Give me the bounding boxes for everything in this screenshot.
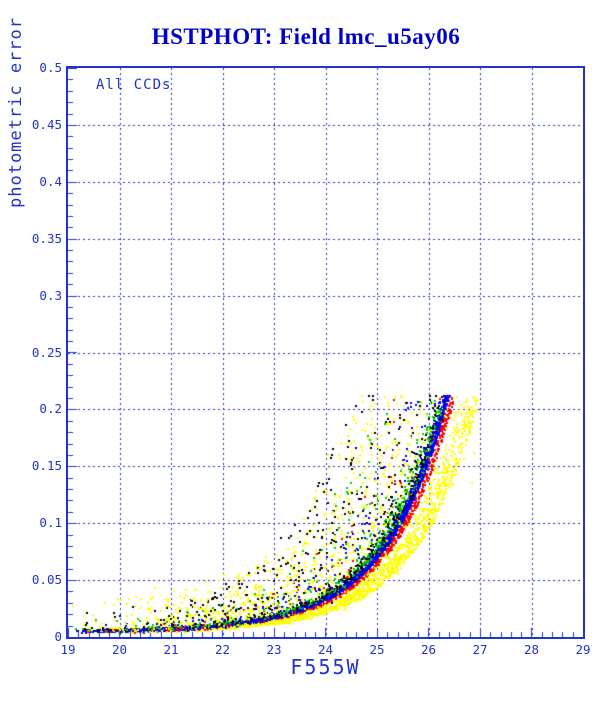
x-tick-label-26: 26 [420,642,437,657]
y-tick-label-0.15: 0.15 [31,458,62,474]
y-tick-label-0: 0 [54,629,62,644]
x-axis-title: F555W [290,655,361,679]
x-tick-label-25: 25 [369,642,385,657]
x-tick-label-22: 22 [214,642,231,657]
x-tick-label-23: 23 [266,642,282,657]
x-tick-label-21: 21 [163,642,179,657]
x-tick-label-24: 24 [317,642,334,657]
y-tick-label-0.1: 0.1 [39,515,62,531]
y-tick-label-0.35: 0.35 [31,230,62,246]
x-tick-label-19: 19 [60,642,76,657]
y-tick-label-0.05: 0.05 [31,572,62,588]
annotation-all-ccds: All CCDs [96,77,172,93]
x-tick-label-27: 27 [472,642,488,657]
x-tick-label-29: 29 [575,642,591,657]
y-tick-label-0.3: 0.3 [39,287,62,303]
plot-frame: All CCDs [66,66,585,639]
y-tick-label-0.4: 0.4 [39,173,62,189]
page-title: HSTPHOT: Field lmc_u5ay06 [151,24,461,49]
y-tick-label-0.5: 0.5 [39,60,62,75]
x-tick-label-28: 28 [523,642,540,657]
y-tick-label-0.45: 0.45 [31,116,62,132]
y-tick-label-0.25: 0.25 [31,344,62,360]
x-tick-label-20: 20 [111,642,128,657]
scatter-plot-canvas [68,68,583,637]
y-tick-label-0.2: 0.2 [39,401,62,417]
